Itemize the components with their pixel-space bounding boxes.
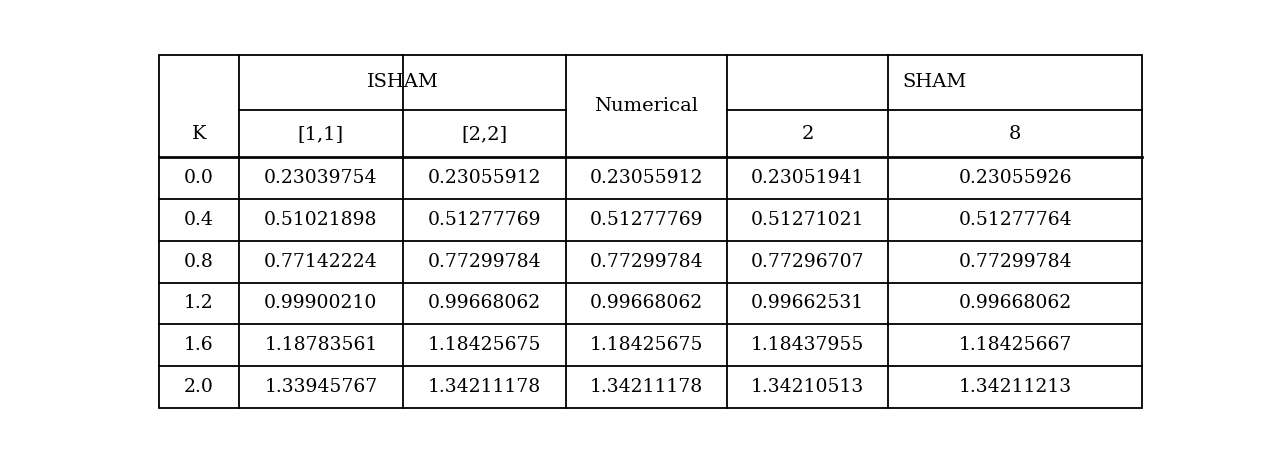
Text: K: K <box>192 125 206 142</box>
Text: 1.34211178: 1.34211178 <box>590 378 703 396</box>
Text: 1.2: 1.2 <box>184 294 213 312</box>
Text: 1.33945767: 1.33945767 <box>264 378 377 396</box>
Text: [1,1]: [1,1] <box>298 125 344 142</box>
Text: 1.34210513: 1.34210513 <box>751 378 864 396</box>
Text: 8: 8 <box>1009 125 1022 142</box>
Text: 0.77299784: 0.77299784 <box>958 253 1072 271</box>
Text: 2.0: 2.0 <box>184 378 214 396</box>
Text: 0.23055912: 0.23055912 <box>590 169 703 187</box>
Text: 0.51271021: 0.51271021 <box>751 211 864 229</box>
Text: ISHAM: ISHAM <box>367 73 439 91</box>
Text: 1.18425675: 1.18425675 <box>428 336 541 354</box>
Text: 0.99662531: 0.99662531 <box>751 294 864 312</box>
Text: 0.23039754: 0.23039754 <box>264 169 378 187</box>
Text: 1.18437955: 1.18437955 <box>751 336 864 354</box>
Text: 1.18425675: 1.18425675 <box>590 336 703 354</box>
Text: Numerical: Numerical <box>594 97 698 115</box>
Text: 0.23051941: 0.23051941 <box>751 169 864 187</box>
Text: 0.99668062: 0.99668062 <box>590 294 703 312</box>
Text: 0.77296707: 0.77296707 <box>751 253 864 271</box>
Text: 0.99668062: 0.99668062 <box>428 294 541 312</box>
Text: 0.51277769: 0.51277769 <box>590 211 703 229</box>
Text: 0.51277764: 0.51277764 <box>958 211 1072 229</box>
Text: 0.23055926: 0.23055926 <box>958 169 1072 187</box>
Text: [2,2]: [2,2] <box>461 125 508 142</box>
Text: 1.18425667: 1.18425667 <box>958 336 1072 354</box>
Text: 0.77299784: 0.77299784 <box>590 253 703 271</box>
Text: 2: 2 <box>802 125 813 142</box>
Text: 1.34211178: 1.34211178 <box>428 378 541 396</box>
Text: 1.6: 1.6 <box>184 336 213 354</box>
Text: 0.8: 0.8 <box>184 253 214 271</box>
Text: 0.4: 0.4 <box>184 211 214 229</box>
Text: 0.99900210: 0.99900210 <box>264 294 378 312</box>
Text: 1.34211213: 1.34211213 <box>958 378 1072 396</box>
Text: 0.51277769: 0.51277769 <box>428 211 541 229</box>
Text: 0.23055912: 0.23055912 <box>428 169 541 187</box>
Text: SHAM: SHAM <box>902 73 967 91</box>
Text: 0.77142224: 0.77142224 <box>264 253 378 271</box>
Text: 0.0: 0.0 <box>184 169 214 187</box>
Text: 0.99668062: 0.99668062 <box>958 294 1072 312</box>
Text: 1.18783561: 1.18783561 <box>264 336 377 354</box>
Text: 0.51021898: 0.51021898 <box>264 211 378 229</box>
Text: 0.77299784: 0.77299784 <box>428 253 541 271</box>
